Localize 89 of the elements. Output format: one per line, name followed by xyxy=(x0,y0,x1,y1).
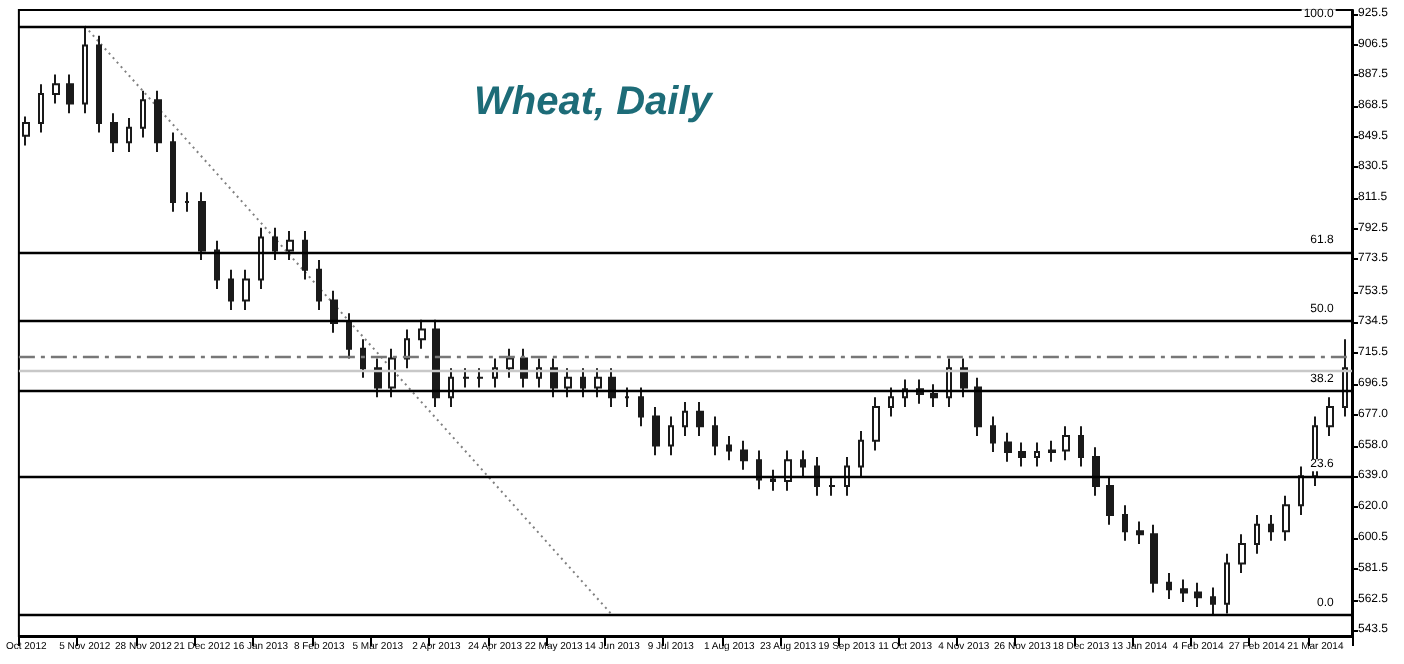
candlestick xyxy=(272,226,278,262)
candlestick xyxy=(286,230,294,262)
candlestick xyxy=(52,73,60,105)
candlestick xyxy=(828,475,836,497)
candlestick xyxy=(462,367,470,389)
candlestick xyxy=(550,357,558,399)
candlestick xyxy=(140,89,146,139)
candlestick xyxy=(82,25,88,115)
candlestick xyxy=(990,415,996,454)
candlestick xyxy=(668,415,674,457)
candlestick xyxy=(66,73,74,115)
candlestick xyxy=(946,357,952,408)
candlestick xyxy=(346,312,352,360)
candlestick xyxy=(432,318,440,408)
candlestick xyxy=(360,338,366,379)
candlestick xyxy=(712,415,718,457)
candlestick xyxy=(814,455,820,497)
candlestick xyxy=(784,449,792,492)
candlestick xyxy=(126,117,132,153)
candlestick xyxy=(960,357,968,399)
candlestick xyxy=(492,357,498,389)
candlestick xyxy=(682,401,688,437)
candlestick xyxy=(258,226,264,291)
candlestick xyxy=(198,191,206,262)
candlestick xyxy=(1136,520,1144,546)
candlestick xyxy=(184,191,190,213)
candlestick xyxy=(1342,338,1348,418)
candlestick xyxy=(536,357,542,389)
candlestick xyxy=(476,367,484,389)
candlestick xyxy=(242,268,250,312)
candlestick xyxy=(506,347,514,379)
candlestick xyxy=(1282,494,1290,542)
candlestick xyxy=(1150,523,1158,594)
text: Wheat, Daily xyxy=(474,80,714,124)
candlestick xyxy=(404,328,410,370)
candlestick xyxy=(844,455,850,497)
candlestick xyxy=(1254,513,1260,555)
candlestick xyxy=(1106,475,1114,526)
candlestick xyxy=(974,376,982,437)
candlestick xyxy=(564,367,572,399)
candlestick xyxy=(374,357,382,399)
candlestick xyxy=(96,34,102,134)
candlestick xyxy=(1298,465,1304,516)
candlestick xyxy=(1034,441,1040,468)
candlestick xyxy=(214,239,220,291)
candlestick xyxy=(388,347,396,399)
candlestick xyxy=(652,405,660,457)
candlestick xyxy=(1224,552,1230,615)
candlestick xyxy=(1326,396,1334,437)
candlestick xyxy=(1078,425,1084,468)
candlestick xyxy=(1210,586,1216,617)
candlestick xyxy=(756,449,762,491)
candlestick xyxy=(930,383,938,408)
candlestick xyxy=(740,439,748,471)
candlestick xyxy=(726,434,732,462)
candlestick xyxy=(770,468,776,492)
candlestick xyxy=(624,386,630,408)
candlestick xyxy=(1004,431,1012,463)
candlestick xyxy=(580,367,586,399)
candlestick xyxy=(1180,578,1188,604)
candlestick xyxy=(170,131,176,213)
candlestick xyxy=(520,347,528,389)
candlestick xyxy=(1166,572,1172,600)
candlestick xyxy=(1092,446,1100,497)
candlestick xyxy=(1048,439,1056,463)
candlestick xyxy=(418,318,426,350)
candlestick xyxy=(594,367,602,399)
candlestick xyxy=(110,112,118,153)
candlestick xyxy=(22,115,30,147)
candlestick xyxy=(888,386,894,418)
candlestick xyxy=(448,367,454,408)
candlestick xyxy=(228,268,234,312)
candlestick xyxy=(872,396,880,452)
candlestick xyxy=(1238,533,1246,575)
candlestick xyxy=(1122,504,1128,542)
candlestick xyxy=(1194,581,1202,608)
candlestick xyxy=(154,89,162,153)
candlestick xyxy=(858,430,864,478)
candlestick xyxy=(330,289,338,334)
candlestick xyxy=(1018,441,1026,468)
candlestick xyxy=(302,230,308,281)
candlestick xyxy=(800,449,806,478)
candlestick xyxy=(638,386,644,428)
candlestick xyxy=(38,83,44,134)
candlestick xyxy=(1062,425,1070,462)
candlestick xyxy=(1268,513,1274,542)
candlestick xyxy=(696,401,704,437)
candlestick xyxy=(316,259,322,312)
candlestick xyxy=(608,367,616,408)
